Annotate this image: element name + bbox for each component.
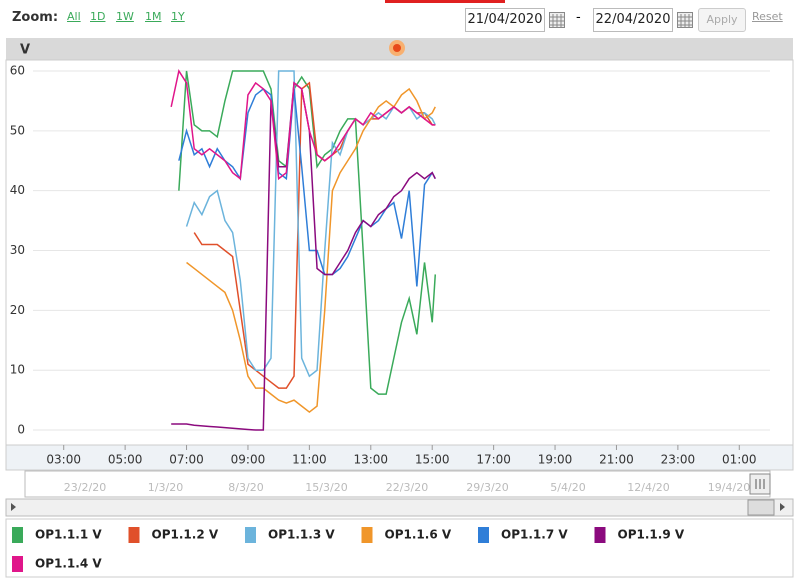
x-axis-band: [5, 444, 794, 471]
series-line: [185, 70, 436, 378]
navigator-label: 1/3/20: [148, 481, 183, 494]
navigator-label: 29/3/20: [466, 481, 508, 494]
x-tick-label: 05:00: [108, 453, 143, 467]
legend-label[interactable]: OP1.1.6 V: [385, 528, 452, 542]
legend-label[interactable]: OP1.1.2 V: [152, 528, 219, 542]
x-tick-label: 17:00: [476, 453, 511, 467]
navigator-label: 12/4/20: [627, 481, 669, 494]
x-tick-label: 03:00: [46, 453, 81, 467]
toolbar: Zoom: All 1D 1W 1M 1Y 21/04/2020 - 22/04…: [0, 0, 800, 38]
legend-swatch: [12, 556, 23, 572]
zoom-option[interactable]: All: [67, 10, 81, 23]
navigator-label: 8/3/20: [228, 481, 263, 494]
legend-swatch: [594, 527, 606, 543]
y-tick-label: 10: [10, 363, 25, 377]
y-tick-label: 20: [10, 303, 25, 317]
handle-glow: [389, 40, 405, 56]
y-tick-label: 50: [10, 123, 25, 137]
calendar-icon[interactable]: [549, 12, 565, 28]
zoom-option[interactable]: 1Y: [171, 10, 185, 23]
handle-grip: [755, 479, 765, 489]
scroll-thumb[interactable]: [747, 499, 775, 516]
calendar-icon[interactable]: [677, 12, 693, 28]
y-tick-label: 30: [10, 243, 25, 257]
navigator-label: 19/4/20: [708, 481, 750, 494]
legend-label[interactable]: OP1.1.3 V: [268, 528, 335, 542]
x-tick-label: 01:00: [722, 453, 757, 467]
header-bar: [6, 38, 793, 60]
legend-label[interactable]: OP1.1.9 V: [618, 528, 685, 542]
date-separator: -: [576, 10, 581, 25]
series-line: [178, 87, 436, 287]
legend-label[interactable]: OP1.1.7 V: [501, 528, 568, 542]
top-marker: [385, 0, 505, 3]
x-tick-label: 21:00: [599, 453, 634, 467]
x-tick-label: 11:00: [292, 453, 327, 467]
scroll-left[interactable]: [11, 503, 16, 511]
y-tick-label: 60: [10, 63, 25, 77]
x-tick-label: 09:00: [231, 453, 266, 467]
x-tick-label: 23:00: [661, 453, 696, 467]
navigator-label: 5/4/20: [550, 481, 585, 494]
navigator: [24, 470, 771, 498]
series-line: [171, 81, 436, 431]
legend-frame: [5, 518, 794, 578]
y-tick-label: 0: [17, 423, 25, 437]
x-tick-label: 07:00: [169, 453, 204, 467]
reset-link[interactable]: Reset: [752, 10, 783, 23]
zoom-option[interactable]: 1D: [90, 10, 106, 23]
date-from[interactable]: 21/04/2020: [465, 8, 545, 32]
series-line: [178, 70, 437, 395]
series-line: [186, 87, 436, 414]
legend-swatch: [128, 527, 140, 543]
zoom-option[interactable]: 1W: [116, 10, 134, 23]
handle: [393, 44, 401, 52]
y-tick-label: 40: [10, 183, 25, 197]
plot-frame: [5, 59, 794, 446]
zoom-label: Zoom:: [12, 10, 59, 25]
date-to[interactable]: 22/04/2020: [593, 8, 673, 32]
navigator-label: 22/3/20: [386, 481, 428, 494]
series-line: [193, 81, 436, 389]
series-line: [170, 69, 436, 181]
navigator-handle[interactable]: [749, 473, 771, 495]
legend-label[interactable]: OP1.1.4 V: [35, 557, 102, 571]
x-tick-label: 15:00: [415, 453, 450, 467]
navigator-label: 15/3/20: [305, 481, 347, 494]
legend-label[interactable]: OP1.1.1 V: [35, 528, 102, 542]
scrollbar[interactable]: [5, 498, 794, 517]
x-tick-label: 13:00: [353, 453, 388, 467]
apply-button[interactable]: Apply: [698, 8, 746, 32]
legend-swatch: [478, 527, 489, 543]
y-axis-label: V: [20, 43, 30, 58]
legend-swatch: [12, 527, 23, 543]
legend-swatch: [361, 527, 373, 543]
scroll-right[interactable]: [780, 503, 785, 511]
legend-swatch: [245, 527, 256, 543]
x-tick-label: 19:00: [538, 453, 573, 467]
navigator-label: 23/2/20: [64, 481, 106, 494]
zoom-option[interactable]: 1M: [145, 10, 162, 23]
